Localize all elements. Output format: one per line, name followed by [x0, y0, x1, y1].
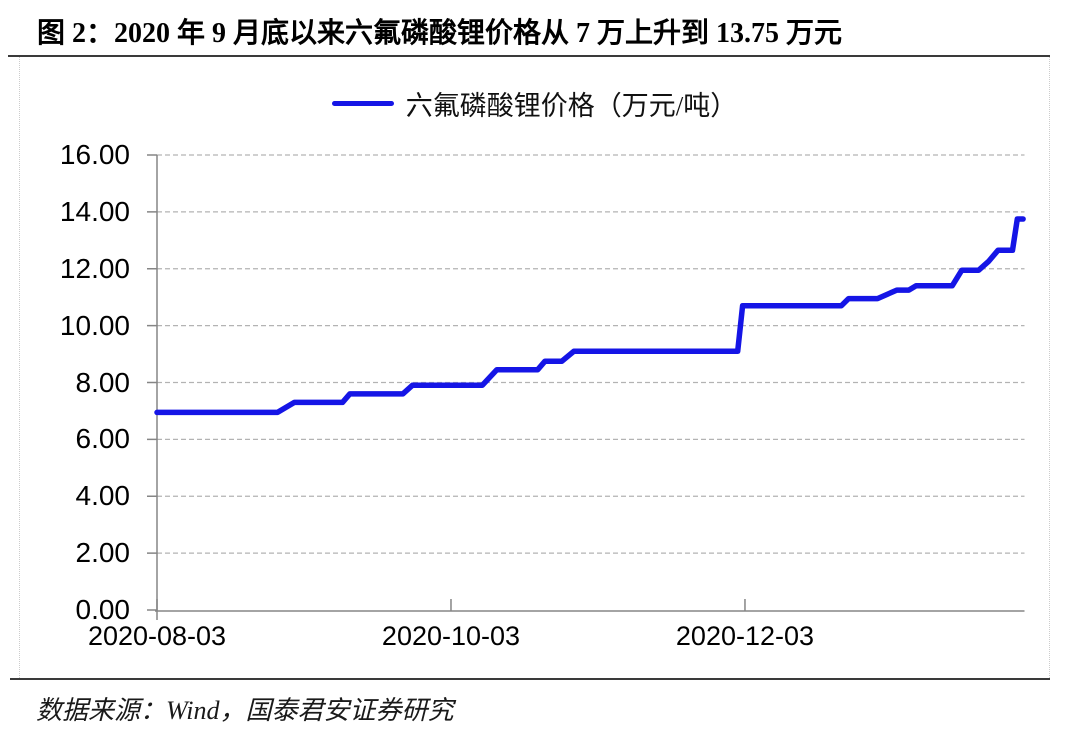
y-axis-tick-label: 2.00 — [75, 537, 131, 569]
y-axis-tick-label: 4.00 — [75, 480, 131, 512]
y-axis-tick-label: 8.00 — [75, 366, 131, 398]
price-series-line — [154, 216, 1026, 416]
y-axis-tick-label: 6.00 — [75, 423, 131, 455]
y-axis-tick-label: 14.00 — [59, 195, 130, 227]
chart-legend: 六氟磷酸锂价格（万元/吨） — [19, 86, 1050, 121]
x-axis-tick-label: 2020-08-03 — [87, 621, 227, 651]
y-axis-tick-label: 12.00 — [59, 252, 130, 284]
figure-bottom-rule — [10, 678, 1050, 680]
title-divider-rule — [8, 55, 1050, 57]
figure-right-border — [1049, 57, 1050, 678]
y-axis-tick-label: 16.00 — [59, 139, 130, 170]
x-axis-tick-label: 2020-12-03 — [675, 621, 815, 651]
legend-line-swatch — [331, 100, 394, 106]
figure-title: 图 2：2020 年 9 月底以来六氟磷酸锂价格从 7 万上升到 13.75 万… — [37, 18, 843, 49]
x-axis-tick-label: 2020-10-03 — [381, 621, 521, 651]
figure-left-border — [19, 57, 20, 678]
y-axis-tick-label: 10.00 — [59, 309, 130, 341]
data-source-note: 数据来源：Wind，国泰君安证券研究 — [36, 696, 454, 725]
legend-label: 六氟磷酸锂价格（万元/吨） — [405, 90, 738, 121]
y-axis-tick-label: 0.00 — [75, 594, 131, 625]
